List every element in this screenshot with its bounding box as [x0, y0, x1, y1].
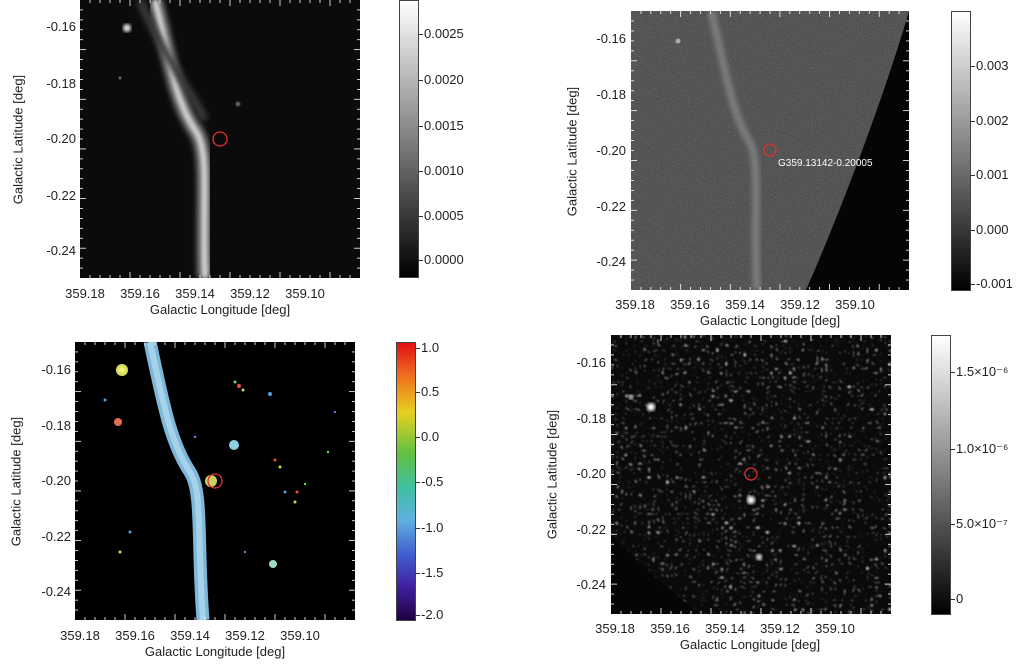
x-tick-label: 359.12	[760, 621, 800, 636]
y-tick-label: -0.24	[576, 577, 606, 592]
x-tick-label: 359.12	[225, 628, 265, 643]
image-top-right: G359.13142-0.20005	[631, 11, 909, 290]
y-tick-label: -0.18	[576, 411, 606, 426]
colorbar-tick-label: 1.5×10⁻⁶	[956, 364, 1009, 379]
colorbar-tick-label: 0.0	[421, 429, 440, 444]
x-tick-label: 359.18	[65, 286, 105, 301]
x-axis-title: Galactic Longitude [deg]	[679, 637, 821, 652]
y-tick-label: -0.18	[596, 87, 626, 102]
image-bottom-right	[611, 335, 891, 614]
x-axis-title: Galactic Longitude [deg]	[699, 313, 841, 328]
x-tick-label: 359.16	[650, 621, 690, 636]
y-tick-label: -0.16	[46, 19, 76, 34]
y-axis-title: Galactic Latitude [deg]	[544, 409, 560, 540]
colorbar-tick-label: 1.0	[421, 340, 440, 355]
x-tick-label: 359.10	[835, 297, 875, 312]
x-tick-label: 359.16	[670, 297, 710, 312]
y-tick-label: -0.22	[576, 522, 606, 537]
colorbar-tick-label: 5.0×10⁻⁷	[956, 516, 1008, 531]
colorbar-tick-label: 0	[956, 591, 964, 606]
x-tick-label: 359.10	[815, 621, 855, 636]
colorbar-tick-label: 0.000	[976, 222, 1009, 237]
colorbar-bottom-left	[396, 342, 416, 621]
colorbar-tick-label: -1.0	[421, 520, 444, 535]
x-tick-label: 359.18	[595, 621, 635, 636]
y-tick-label: -0.22	[596, 199, 626, 214]
colorbar-tick-label: 1.0×10⁻⁶	[956, 441, 1009, 456]
y-tick-label: -0.20	[41, 473, 71, 488]
colorbar-tick-label: 0.0000	[424, 252, 464, 267]
y-tick-label: -0.16	[41, 362, 71, 377]
y-tick-label: -0.24	[596, 254, 626, 269]
y-axis-title: Galactic Latitude [deg]	[564, 86, 580, 217]
image-top-left	[80, 0, 360, 278]
y-tick-label: -0.20	[596, 143, 626, 158]
x-tick-label: 359.12	[780, 297, 820, 312]
y-tick-label: -0.16	[596, 31, 626, 46]
colorbar-tick-label: 0.003	[976, 58, 1009, 73]
colorbar-tick-label: -0.5	[421, 474, 444, 489]
x-tick-label: 359.18	[60, 628, 100, 643]
x-tick-label: 359.18	[615, 297, 655, 312]
x-tick-label: 359.14	[725, 297, 765, 312]
x-tick-label: 359.16	[120, 286, 160, 301]
colorbar-tick-label: -2.0	[421, 607, 444, 622]
radio-image-top-right	[631, 11, 909, 290]
colorbar-tick-label: -0.001	[976, 276, 1013, 291]
x-tick-label: 359.10	[285, 286, 325, 301]
colorbar-tick-label: 0.0020	[424, 72, 464, 87]
radio-image-top-left	[80, 0, 360, 278]
x-axis-title: Galactic Longitude [deg]	[149, 302, 291, 317]
y-tick-label: -0.16	[576, 355, 606, 370]
y-tick-label: -0.22	[41, 529, 71, 544]
x-tick-label: 359.14	[175, 286, 215, 301]
colorbar-tick-label: -1.5	[421, 565, 444, 580]
spectral-index-image	[75, 342, 355, 620]
colorbar-tick-label: 0.0025	[424, 26, 464, 41]
y-tick-label: -0.18	[41, 418, 71, 433]
colorbar-bottom-right	[931, 335, 951, 615]
image-bottom-left	[75, 342, 355, 620]
noise-image-bottom-right	[611, 335, 891, 614]
x-tick-label: 359.16	[115, 628, 155, 643]
colorbar-tick-label: 0.5	[421, 384, 440, 399]
y-tick-label: -0.20	[46, 131, 76, 146]
colorbar-tick-label: 0.001	[976, 167, 1009, 182]
y-axis-title: Galactic Latitude [deg]	[10, 74, 26, 205]
y-axis-title: Galactic Latitude [deg]	[8, 416, 24, 547]
x-axis-title: Galactic Longitude [deg]	[144, 644, 286, 659]
colorbar-top-left	[399, 0, 419, 278]
colorbar-tick-label: 0.002	[976, 113, 1009, 128]
y-tick-label: -0.18	[46, 76, 76, 91]
y-tick-label: -0.22	[46, 188, 76, 203]
y-tick-label: -0.24	[41, 584, 71, 599]
colorbar-tick-label: 0.0005	[424, 208, 464, 223]
source-annotation: G359.13142-0.20005	[778, 158, 873, 169]
y-tick-label: -0.24	[46, 243, 76, 258]
x-tick-label: 359.12	[230, 286, 270, 301]
colorbar-tick-label: 0.0010	[424, 163, 464, 178]
x-tick-label: 359.14	[170, 628, 210, 643]
colorbar-top-right	[951, 11, 971, 291]
x-tick-label: 359.14	[705, 621, 745, 636]
y-tick-label: -0.20	[576, 466, 606, 481]
colorbar-tick-label: 0.0015	[424, 118, 464, 133]
x-tick-label: 359.10	[280, 628, 320, 643]
